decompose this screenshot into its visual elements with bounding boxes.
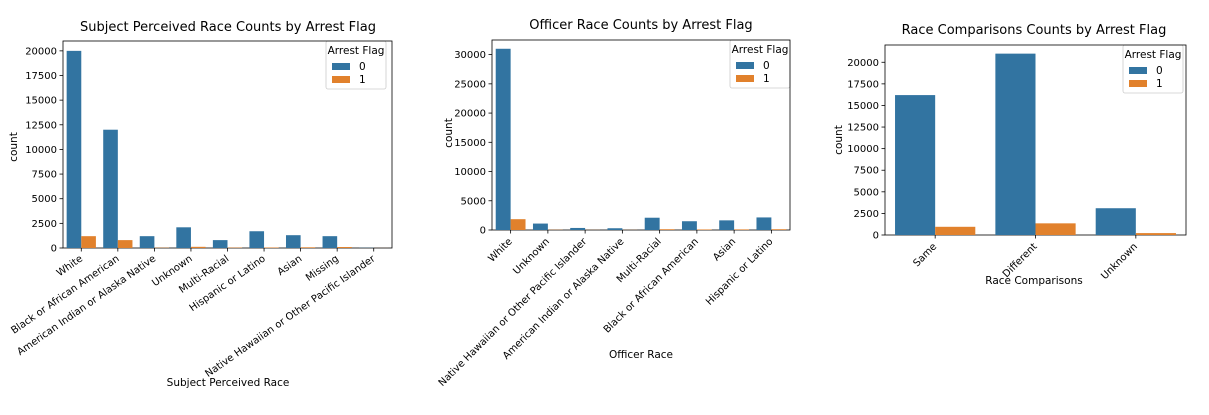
bar-series-1 [510, 219, 526, 230]
y-tick-label: 2500 [854, 209, 879, 220]
bar-series-0 [681, 221, 697, 230]
y-tick-label: 5000 [32, 194, 57, 205]
y-axis-label: count [833, 125, 845, 155]
legend-label-0: 0 [763, 60, 770, 72]
bar-series-0 [103, 129, 118, 248]
y-tick-label: 7500 [854, 166, 879, 177]
bar-series-1 [81, 236, 96, 248]
x-tick-label: American Indian or Alaska Native [15, 253, 158, 358]
bar-series-0 [895, 95, 936, 235]
y-tick-label: 0 [51, 244, 57, 255]
y-tick-label: 15000 [454, 138, 486, 149]
legend-label-0: 0 [1156, 65, 1163, 77]
x-axis-label: Subject Perceived Race [167, 377, 290, 389]
y-tick-label: 17500 [847, 79, 879, 90]
bar-series-1 [771, 229, 787, 230]
y-tick-label: 10000 [454, 167, 486, 178]
x-tick-label: Hispanic or Latino [704, 236, 775, 307]
bar-series-1 [696, 229, 712, 230]
bar-series-1 [935, 226, 976, 235]
plot-frame [491, 39, 791, 231]
chart-race-comparisons: Race Comparisons Counts by Arrest Flag R… [833, 23, 1187, 287]
y-tick-label: 25000 [454, 79, 486, 90]
y-tick-label: 12500 [25, 120, 57, 131]
y-tick-label: 10000 [25, 145, 57, 156]
y-tick-label: 20000 [847, 58, 879, 69]
x-tick-label: Asian [711, 236, 738, 263]
bar-series-0 [756, 217, 772, 230]
bar-series-1 [1135, 233, 1176, 235]
y-tick-label: 15000 [847, 101, 879, 112]
chart-title: Officer Race Counts by Arrest Flag [529, 18, 752, 33]
chart-officer-race: Officer Race Counts by Arrest Flag Offic… [437, 18, 791, 389]
x-axis-label: Race Comparisons [985, 275, 1082, 287]
legend-swatch-1 [1129, 80, 1147, 87]
bar-series-0 [644, 217, 660, 230]
bar-series-1 [337, 247, 352, 248]
y-tick-label: 0 [873, 231, 879, 242]
chart-subject-race: Subject Perceived Race Counts by Arrest … [8, 20, 393, 389]
legend-swatch-0 [736, 62, 754, 69]
x-tick-label: White [55, 253, 85, 279]
bar-series-0 [322, 236, 338, 248]
y-axis-label: count [443, 118, 455, 148]
bar-series-1 [190, 246, 206, 248]
y-tick-label: 30000 [454, 50, 486, 61]
legend-label-0: 0 [359, 61, 366, 73]
y-tick-label: 10000 [847, 144, 879, 155]
y-tick-label: 20000 [25, 46, 57, 57]
chart-title: Race Comparisons Counts by Arrest Flag [902, 23, 1167, 38]
legend-title: Arrest Flag [732, 44, 789, 56]
y-tick-label: 0 [480, 226, 486, 237]
x-tick-label: Native Hawaiian or Other Pacific Islande… [203, 253, 378, 380]
y-tick-label: 5000 [461, 196, 486, 207]
legend-swatch-0 [332, 63, 350, 70]
y-tick-label: 7500 [32, 170, 57, 181]
x-tick-label: White [486, 236, 514, 264]
x-tick-label: Asian [276, 253, 305, 278]
bar-series-0 [719, 220, 735, 230]
y-tick-label: 20000 [454, 109, 486, 120]
y-axis-label: count [8, 132, 20, 162]
legend-swatch-1 [736, 75, 754, 82]
bar-series-1 [659, 229, 675, 230]
bar-series-0 [139, 236, 155, 248]
bar-series-0 [995, 53, 1036, 235]
bar-series-1 [300, 247, 316, 248]
bar-series-0 [1095, 208, 1136, 235]
legend-label-1: 1 [763, 73, 770, 85]
bar-series-0 [249, 231, 265, 248]
y-tick-label: 2500 [32, 219, 57, 230]
x-tick-label: Same [911, 241, 939, 269]
legend-swatch-0 [1129, 67, 1147, 74]
y-tick-label: 5000 [854, 187, 879, 198]
legend-label-1: 1 [359, 74, 366, 86]
y-tick-label: 15000 [25, 96, 57, 107]
x-axis-label: Officer Race [609, 349, 673, 361]
bar-series-1 [117, 240, 133, 248]
bar-series-0 [212, 240, 228, 248]
bar-series-0 [285, 235, 301, 248]
bar-series-1 [1035, 223, 1076, 235]
legend-label-1: 1 [1156, 78, 1163, 90]
y-tick-label: 12500 [847, 123, 879, 134]
bar-series-0 [570, 227, 586, 230]
y-tick-label: 17500 [25, 71, 57, 82]
bar-series-1 [734, 229, 750, 230]
x-tick-label: Unknown [1099, 241, 1140, 282]
bar-series-0 [495, 48, 511, 231]
bar-series-0 [607, 228, 623, 230]
x-tick-label: Native Hawaiian or Other Pacific Islande… [437, 236, 590, 389]
bar-series-0 [66, 50, 82, 248]
legend-swatch-1 [332, 76, 350, 83]
legend-title: Arrest Flag [1125, 49, 1182, 61]
bar-series-0 [176, 227, 191, 248]
chart-title: Subject Perceived Race Counts by Arrest … [80, 20, 376, 35]
legend-title: Arrest Flag [328, 45, 385, 57]
bar-series-0 [532, 223, 548, 230]
